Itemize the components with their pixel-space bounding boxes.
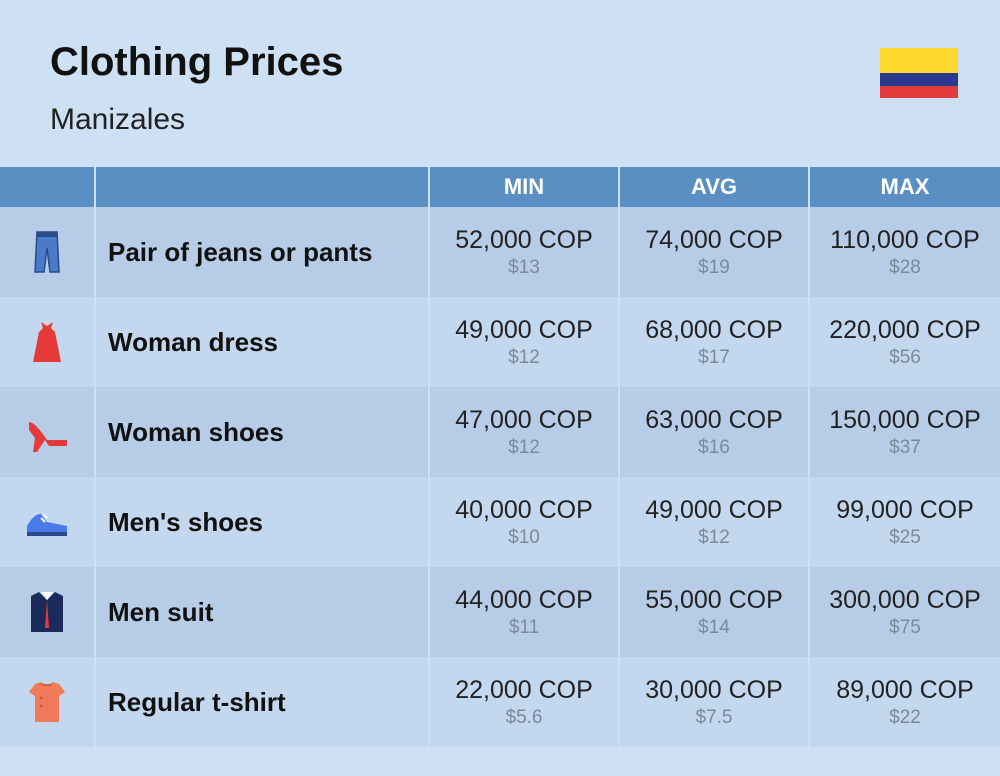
heel-icon	[0, 387, 96, 477]
min-cell: 52,000 COP $13	[430, 207, 620, 297]
usd-value: $17	[698, 347, 730, 369]
item-label: Pair of jeans or pants	[96, 207, 430, 297]
table-row: Men suit 44,000 COP $11 55,000 COP $14 3…	[0, 567, 1000, 657]
cop-value: 52,000 COP	[455, 225, 593, 255]
usd-value: $14	[698, 617, 730, 639]
table-row: Regular t-shirt 22,000 COP $5.6 30,000 C…	[0, 657, 1000, 747]
header: Clothing Prices Manizales	[0, 0, 1000, 167]
item-label: Regular t-shirt	[96, 657, 430, 747]
max-cell: 220,000 COP $56	[810, 297, 1000, 387]
max-cell: 99,000 COP $25	[810, 477, 1000, 567]
avg-cell: 68,000 COP $17	[620, 297, 810, 387]
usd-value: $22	[889, 707, 921, 729]
table-row: Men's shoes 40,000 COP $10 49,000 COP $1…	[0, 477, 1000, 567]
usd-value: $56	[889, 347, 921, 369]
col-header-max: MAX	[810, 167, 1000, 207]
usd-value: $5.6	[506, 707, 543, 729]
min-cell: 40,000 COP $10	[430, 477, 620, 567]
usd-value: $37	[889, 437, 921, 459]
usd-value: $11	[509, 617, 539, 639]
usd-value: $10	[508, 527, 540, 549]
cop-value: 150,000 COP	[829, 405, 981, 435]
item-label: Men's shoes	[96, 477, 430, 567]
col-header-icon	[0, 167, 96, 207]
avg-cell: 55,000 COP $14	[620, 567, 810, 657]
col-header-item	[96, 167, 430, 207]
item-label: Woman dress	[96, 297, 430, 387]
jeans-icon	[0, 207, 96, 297]
cop-value: 300,000 COP	[829, 585, 981, 615]
col-header-avg: AVG	[620, 167, 810, 207]
cop-value: 99,000 COP	[836, 495, 974, 525]
max-cell: 110,000 COP $28	[810, 207, 1000, 297]
item-label: Men suit	[96, 567, 430, 657]
min-cell: 22,000 COP $5.6	[430, 657, 620, 747]
table-row: Woman dress 49,000 COP $12 68,000 COP $1…	[0, 297, 1000, 387]
max-cell: 300,000 COP $75	[810, 567, 1000, 657]
avg-cell: 49,000 COP $12	[620, 477, 810, 567]
table-header-row: MIN AVG MAX	[0, 167, 1000, 207]
table-row: Woman shoes 47,000 COP $12 63,000 COP $1…	[0, 387, 1000, 477]
country-flag-icon	[880, 48, 958, 98]
usd-value: $12	[698, 527, 730, 549]
usd-value: $7.5	[696, 707, 733, 729]
cop-value: 22,000 COP	[455, 675, 593, 705]
cop-value: 68,000 COP	[645, 315, 783, 345]
cop-value: 49,000 COP	[645, 495, 783, 525]
min-cell: 44,000 COP $11	[430, 567, 620, 657]
cop-value: 30,000 COP	[645, 675, 783, 705]
cop-value: 40,000 COP	[455, 495, 593, 525]
min-cell: 47,000 COP $12	[430, 387, 620, 477]
usd-value: $16	[698, 437, 730, 459]
usd-value: $12	[508, 437, 540, 459]
cop-value: 49,000 COP	[455, 315, 593, 345]
usd-value: $13	[508, 257, 540, 279]
usd-value: $75	[889, 617, 921, 639]
suit-icon	[0, 567, 96, 657]
flag-stripe	[880, 86, 958, 99]
usd-value: $19	[698, 257, 730, 279]
cop-value: 220,000 COP	[829, 315, 981, 345]
min-cell: 49,000 COP $12	[430, 297, 620, 387]
tshirt-icon	[0, 657, 96, 747]
cop-value: 44,000 COP	[455, 585, 593, 615]
page-title: Clothing Prices	[50, 40, 950, 85]
flag-stripe	[880, 73, 958, 86]
cop-value: 63,000 COP	[645, 405, 783, 435]
avg-cell: 74,000 COP $19	[620, 207, 810, 297]
cop-value: 74,000 COP	[645, 225, 783, 255]
sneaker-icon	[0, 477, 96, 567]
avg-cell: 30,000 COP $7.5	[620, 657, 810, 747]
item-label: Woman shoes	[96, 387, 430, 477]
usd-value: $12	[508, 347, 540, 369]
max-cell: 150,000 COP $37	[810, 387, 1000, 477]
cop-value: 55,000 COP	[645, 585, 783, 615]
cop-value: 47,000 COP	[455, 405, 593, 435]
table-row: Pair of jeans or pants 52,000 COP $13 74…	[0, 207, 1000, 297]
cop-value: 110,000 COP	[830, 225, 980, 255]
col-header-min: MIN	[430, 167, 620, 207]
flag-stripe	[880, 48, 958, 73]
max-cell: 89,000 COP $22	[810, 657, 1000, 747]
page-subtitle: Manizales	[50, 103, 950, 137]
price-table: MIN AVG MAX Pair of jeans or pants 52,00…	[0, 167, 1000, 747]
dress-icon	[0, 297, 96, 387]
cop-value: 89,000 COP	[836, 675, 974, 705]
usd-value: $28	[889, 257, 921, 279]
usd-value: $25	[889, 527, 921, 549]
avg-cell: 63,000 COP $16	[620, 387, 810, 477]
